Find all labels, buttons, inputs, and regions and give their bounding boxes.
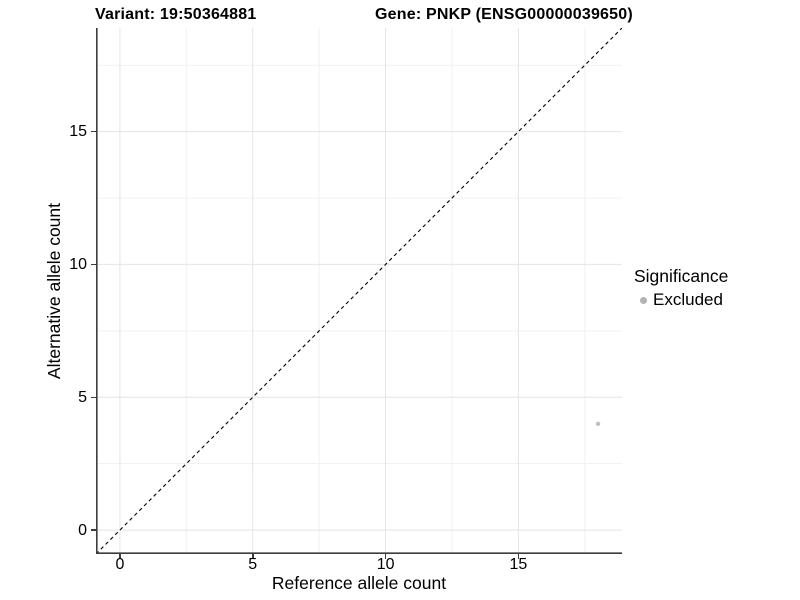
identity-line (96, 28, 622, 554)
x-axis-title: Reference allele count (271, 573, 447, 593)
y-tick-label: 0 (78, 521, 87, 539)
x-tick-label: 15 (509, 556, 528, 573)
y-tick-mark (91, 529, 96, 531)
y-axis-title: Alternative allele count (43, 202, 64, 380)
legend-title: Significance (634, 266, 729, 286)
y-tick-mark (91, 396, 96, 398)
legend-point-icon (640, 296, 647, 304)
data-point (595, 421, 601, 427)
y-tick-label: 5 (78, 388, 87, 406)
y-tick-mark (91, 130, 96, 133)
legend: Significance Excluded (634, 266, 728, 310)
x-tick-label: 5 (248, 556, 258, 573)
variant-title: Variant: 19:50364881 (95, 6, 257, 23)
y-axis-title-wrap: Alternative allele count (44, 28, 64, 554)
legend-item: Excluded (634, 290, 728, 310)
y-tick-label: 15 (69, 123, 87, 141)
legend-items: Excluded (634, 290, 728, 310)
plot-canvas (96, 28, 622, 554)
x-tick-mark (384, 554, 387, 559)
x-tick-label: 10 (376, 556, 395, 573)
x-tick-label: 0 (115, 556, 125, 573)
x-tick-mark (119, 554, 121, 559)
plot-panel (96, 28, 622, 554)
gene-title: Gene: PNKP (ENSG00000039650) (375, 6, 633, 23)
legend-item-label: Excluded (653, 290, 723, 309)
x-tick-mark (252, 554, 254, 559)
y-tick-mark (91, 263, 96, 266)
y-tick-label: 10 (69, 255, 87, 273)
x-tick-mark (517, 554, 520, 559)
